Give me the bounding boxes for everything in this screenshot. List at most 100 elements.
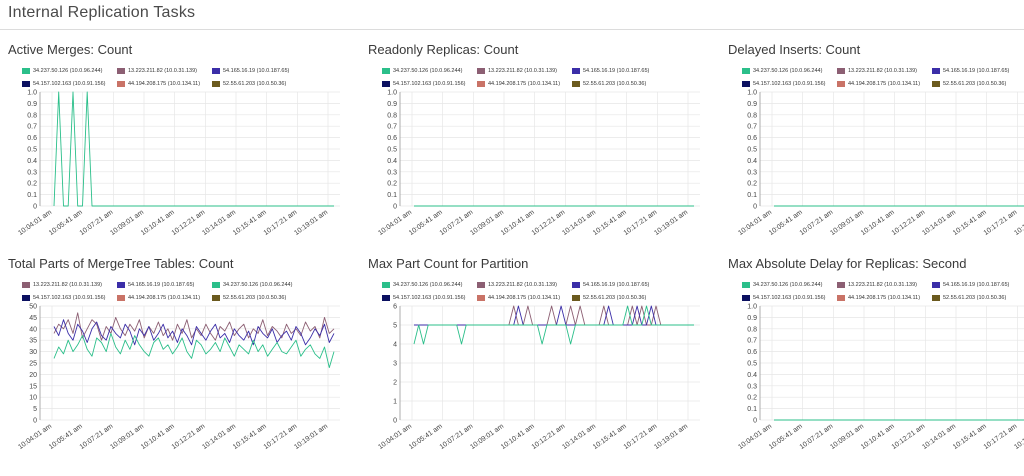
- legend-swatch: [117, 68, 125, 74]
- legend-label: 13.223.211.82 (10.0.31.139): [848, 282, 918, 288]
- legend-item[interactable]: 52.55.61.203 (10.0.50.36): [572, 293, 646, 303]
- chart-title: Readonly Replicas: Count: [368, 42, 519, 57]
- y-tick-label: 0.4: [27, 158, 37, 165]
- legend-label: 52.55.61.203 (10.0.50.36): [943, 81, 1007, 87]
- legend-label: 13.223.211.82 (10.0.31.139): [33, 282, 103, 288]
- legend-label: 13.223.211.82 (10.0.31.139): [488, 68, 558, 74]
- chart-legend: 34.237.50.126 (10.0.96.244) 13.223.211.82…: [382, 66, 682, 90]
- chart-title: Active Merges: Count: [8, 42, 133, 57]
- legend-item[interactable]: 34.237.50.126 (10.0.96.244): [382, 280, 462, 290]
- legend-item[interactable]: 44.194.208.175 (10.0.134.11): [117, 293, 200, 303]
- legend-swatch: [837, 81, 845, 87]
- x-tick-label: 10:19:01 am: [653, 209, 689, 237]
- legend-item[interactable]: 34.237.50.126 (10.0.96.244): [742, 66, 822, 76]
- legend-item[interactable]: 52.55.61.203 (10.0.50.36): [212, 293, 286, 303]
- y-tick-label: 20: [29, 372, 37, 379]
- legend-item[interactable]: 54.165.16.19 (10.0.187.65): [212, 66, 289, 76]
- x-tick-label: 10:19:01 am: [653, 423, 689, 451]
- legend-label: 54.157.102.163 (10.0.91.156): [33, 81, 106, 87]
- legend-item[interactable]: 54.165.16.19 (10.0.187.65): [572, 66, 649, 76]
- y-tick-label: 0.5: [387, 147, 397, 154]
- legend-item[interactable]: 54.157.102.163 (10.0.91.156): [22, 79, 105, 89]
- legend-swatch: [837, 68, 845, 74]
- legend-item[interactable]: 13.223.211.82 (10.0.31.139): [22, 280, 102, 290]
- legend-item[interactable]: 54.165.16.19 (10.0.187.65): [932, 280, 1009, 290]
- chart-panel-total-parts-of-mergetree-tables-count: Total Parts of MergeTree Tables: Count 13…: [8, 256, 348, 476]
- legend-label: 44.194.208.175 (10.0.134.11): [488, 295, 561, 301]
- legend-label: 44.194.208.175 (10.0.134.11): [488, 81, 561, 87]
- series-line-ip1: [53, 91, 334, 207]
- legend-item[interactable]: 13.223.211.82 (10.0.31.139): [477, 280, 557, 290]
- y-tick-label: 0.7: [387, 124, 397, 131]
- page-title: Internal Replication Tasks: [8, 4, 196, 21]
- legend-item[interactable]: 13.223.211.82 (10.0.31.139): [117, 66, 197, 76]
- chart-legend: 13.223.211.82 (10.0.31.139) 54.165.16.19 …: [22, 280, 322, 304]
- legend-item[interactable]: 34.237.50.126 (10.0.96.244): [742, 280, 822, 290]
- chart-panel-max-part-count-for-partition: Max Part Count for Partition 34.237.50.12…: [368, 256, 708, 476]
- legend-swatch: [477, 68, 485, 74]
- y-tick-label: 0.4: [747, 372, 757, 379]
- y-tick-label: 0.3: [747, 383, 757, 390]
- y-tick-label: 0: [393, 204, 397, 211]
- y-tick-label: 0.5: [747, 361, 757, 368]
- y-tick-label: 0.8: [387, 112, 397, 119]
- legend-item[interactable]: 54.157.102.163 (10.0.91.156): [382, 79, 465, 89]
- legend-item[interactable]: 13.223.211.82 (10.0.31.139): [477, 66, 557, 76]
- legend-item[interactable]: 54.157.102.163 (10.0.91.156): [382, 293, 465, 303]
- legend-label: 52.55.61.203 (10.0.50.36): [583, 295, 647, 301]
- legend-item[interactable]: 54.157.102.163 (10.0.91.156): [22, 293, 105, 303]
- legend-swatch: [837, 295, 845, 301]
- legend-label: 44.194.208.175 (10.0.134.11): [128, 295, 201, 301]
- legend-label: 54.157.102.163 (10.0.91.156): [753, 295, 826, 301]
- legend-label: 54.157.102.163 (10.0.91.156): [393, 295, 466, 301]
- y-tick-label: 0.4: [387, 158, 397, 165]
- legend-item[interactable]: 52.55.61.203 (10.0.50.36): [212, 79, 286, 89]
- legend-swatch: [477, 295, 485, 301]
- legend-item[interactable]: 44.194.208.175 (10.0.134.11): [477, 293, 560, 303]
- legend-label: 54.165.16.19 (10.0.187.65): [943, 282, 1010, 288]
- legend-label: 34.237.50.126 (10.0.96.244): [393, 282, 463, 288]
- y-tick-label: 0.1: [387, 192, 397, 199]
- legend-item[interactable]: 52.55.61.203 (10.0.50.36): [932, 293, 1006, 303]
- legend-item[interactable]: 52.55.61.203 (10.0.50.36): [932, 79, 1006, 89]
- legend-item[interactable]: 34.237.50.126 (10.0.96.244): [382, 66, 462, 76]
- legend-swatch: [212, 68, 220, 74]
- y-tick-label: 0.6: [387, 135, 397, 142]
- legend-label: 52.55.61.203 (10.0.50.36): [223, 81, 287, 87]
- legend-item[interactable]: 54.157.102.163 (10.0.91.156): [742, 293, 825, 303]
- y-tick-label: 5: [393, 323, 397, 330]
- legend-swatch: [742, 295, 750, 301]
- legend-swatch: [572, 68, 580, 74]
- chart-title: Max Absolute Delay for Replicas: Second: [728, 256, 967, 271]
- y-tick-label: 2: [393, 380, 397, 387]
- legend-item[interactable]: 44.194.208.175 (10.0.134.11): [117, 79, 200, 89]
- legend-item[interactable]: 54.165.16.19 (10.0.187.65): [572, 280, 649, 290]
- y-tick-label: 0.2: [747, 181, 757, 188]
- legend-swatch: [742, 81, 750, 87]
- legend-item[interactable]: 34.237.50.126 (10.0.96.244): [212, 280, 292, 290]
- legend-item[interactable]: 34.237.50.126 (10.0.96.244): [22, 66, 102, 76]
- y-tick-label: 1.0: [747, 304, 757, 311]
- y-tick-label: 0.9: [747, 101, 757, 108]
- chart-plot: 00.10.20.30.40.50.60.70.80.91.010:04:01 …: [737, 90, 1024, 237]
- legend-item[interactable]: 44.194.208.175 (10.0.134.11): [837, 293, 920, 303]
- y-tick-label: 0.7: [27, 124, 37, 131]
- legend-item[interactable]: 13.223.211.82 (10.0.31.139): [837, 66, 917, 76]
- legend-item[interactable]: 13.223.211.82 (10.0.31.139): [837, 280, 917, 290]
- legend-item[interactable]: 44.194.208.175 (10.0.134.11): [837, 79, 920, 89]
- legend-swatch: [22, 282, 30, 288]
- chart-title: Max Part Count for Partition: [368, 256, 529, 271]
- legend-swatch: [742, 68, 750, 74]
- y-tick-label: 25: [29, 361, 37, 368]
- legend-item[interactable]: 54.157.102.163 (10.0.91.156): [742, 79, 825, 89]
- y-tick-label: 40: [29, 326, 37, 333]
- legend-item[interactable]: 52.55.61.203 (10.0.50.36): [572, 79, 646, 89]
- legend-item[interactable]: 54.165.16.19 (10.0.187.65): [932, 66, 1009, 76]
- x-tick-label: 10:19:01 am: [293, 209, 329, 237]
- legend-item[interactable]: 54.165.16.19 (10.0.187.65): [117, 280, 194, 290]
- legend-swatch: [477, 81, 485, 87]
- legend-item[interactable]: 44.194.208.175 (10.0.134.11): [477, 79, 560, 89]
- chart-panel-max-absolute-delay-for-replicas-second: Max Absolute Delay for Replicas: Second 3…: [728, 256, 1024, 476]
- y-tick-label: 0.5: [747, 147, 757, 154]
